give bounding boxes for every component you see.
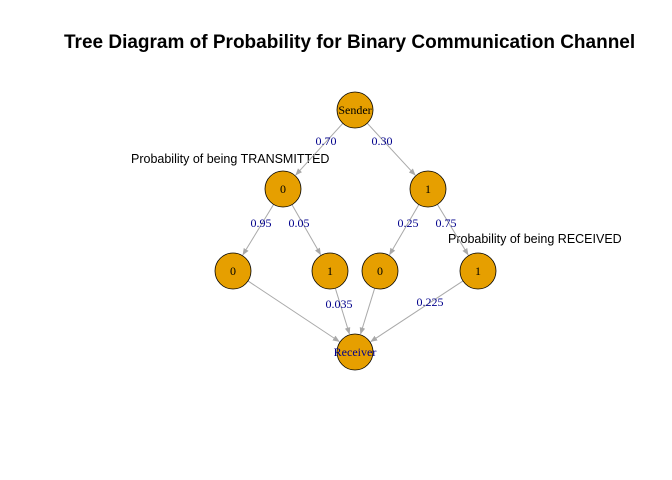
edge-r01-receiver — [334, 288, 351, 335]
edge-t1-r10 — [389, 204, 420, 256]
edge-sender-t0 — [295, 122, 344, 176]
node-r00 — [214, 252, 252, 290]
edge-r00-receiver — [247, 280, 340, 342]
node-receiver — [336, 333, 374, 371]
node-r01 — [311, 252, 349, 290]
edge-label-t1-r10: 0.25 — [398, 216, 419, 230]
edge-label-sender-t0: 0.70 — [316, 134, 337, 148]
transmitted-annotation: Probability of being TRANSMITTED — [131, 152, 329, 166]
edge-t0-r00 — [242, 204, 275, 256]
edge-label-r11-receiver: 0.225 — [417, 295, 444, 309]
node-label-r00: 0 — [230, 264, 236, 278]
node-r10 — [361, 252, 399, 290]
node-label-receiver: Receiver — [334, 345, 377, 359]
edge-labels-layer: 0.70 0.30 0.95 0.05 0.25 0.75 0.035 0.225 — [251, 134, 457, 311]
node-label-r11: 1 — [475, 264, 481, 278]
node-label-t1: 1 — [425, 182, 431, 196]
node-t1 — [409, 170, 447, 208]
node-label-r10: 0 — [377, 264, 383, 278]
edge-label-t0-r00: 0.95 — [251, 216, 272, 230]
edge-r10-receiver — [359, 288, 376, 335]
edge-label-r01-receiver: 0.035 — [326, 297, 353, 311]
edge-t0-r01 — [291, 204, 321, 256]
node-label-t0: 0 — [280, 182, 286, 196]
node-t0 — [264, 170, 302, 208]
diagram-title: Tree Diagram of Probability for Binary C… — [64, 32, 635, 53]
edge-label-t0-r01: 0.05 — [289, 216, 310, 230]
edge-label-t1-r11: 0.75 — [436, 216, 457, 230]
edge-label-sender-t1: 0.30 — [372, 134, 393, 148]
node-r11 — [459, 252, 497, 290]
edge-r11-receiver — [370, 280, 464, 342]
edges-layer — [242, 122, 469, 342]
node-sender — [336, 91, 374, 129]
received-annotation: Probability of being RECEIVED — [448, 232, 622, 246]
node-label-sender: Sender — [338, 103, 371, 117]
nodes-layer: Sender 0 1 0 1 0 1 Receiver — [214, 91, 497, 371]
edge-t1-r11 — [436, 204, 469, 256]
node-label-r01: 1 — [327, 264, 333, 278]
edge-sender-t1 — [366, 122, 416, 176]
